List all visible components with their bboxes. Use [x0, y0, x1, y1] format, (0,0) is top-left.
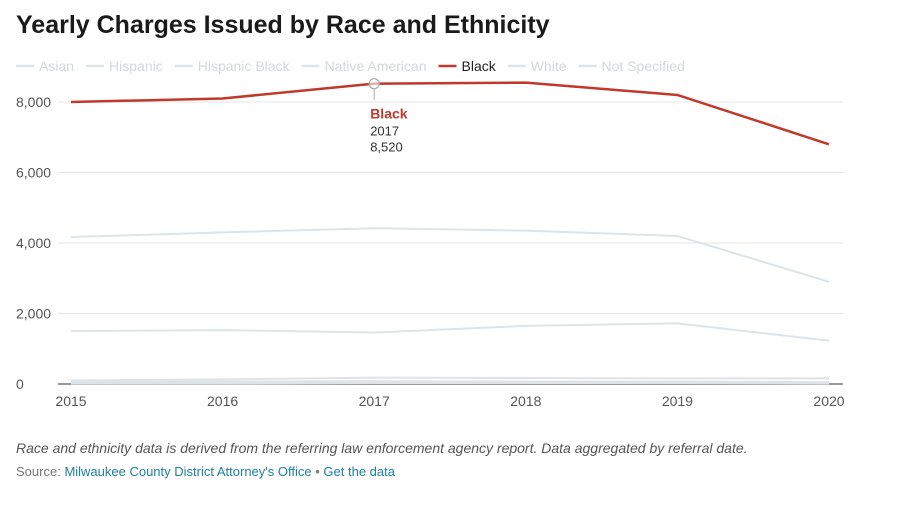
legend-item[interactable]: Native American	[302, 58, 427, 74]
legend-label: Not Specified	[602, 58, 685, 74]
notes: Race and ethnicity data is derived from …	[16, 440, 748, 456]
x-tick-label: 2019	[662, 393, 693, 409]
separator: •	[315, 464, 320, 479]
tooltip-x: 2017	[370, 124, 399, 139]
legend-label: White	[531, 58, 567, 74]
source-line: Source: Milwaukee County District Attorn…	[16, 464, 396, 479]
y-tick-label: 6,000	[16, 165, 51, 181]
tooltip-series: Black	[370, 106, 408, 122]
get-data-link[interactable]: Get the data	[323, 464, 395, 479]
source-link[interactable]: Milwaukee County District Attorney's Off…	[64, 464, 311, 479]
y-tick-label: 2,000	[16, 306, 51, 322]
y-tick-label: 8,000	[16, 94, 51, 110]
legend-item[interactable]: Hispanic Black	[175, 58, 291, 74]
y-tick-label: 0	[16, 376, 24, 392]
legend-label: Asian	[39, 58, 74, 74]
series-line	[71, 323, 829, 340]
x-tick-label: 2018	[510, 393, 541, 409]
legend-item[interactable]: White	[508, 58, 567, 74]
series-line	[71, 83, 829, 145]
series-line	[71, 228, 829, 282]
chart-title: Yearly Charges Issued by Race and Ethnic…	[16, 11, 550, 39]
legend-item[interactable]: Hispanic	[86, 58, 163, 74]
x-tick-label: 2017	[359, 393, 390, 409]
y-tick-label: 4,000	[16, 235, 51, 251]
legend-label: Hispanic Black	[198, 58, 291, 74]
source-label: Source:	[16, 464, 61, 479]
legend-item[interactable]: Not Specified	[579, 58, 685, 74]
legend-label: Native American	[325, 58, 427, 74]
series-line	[71, 378, 829, 381]
x-tick-label: 2015	[55, 393, 86, 409]
legend-label: Black	[462, 58, 497, 74]
x-tick-label: 2016	[207, 393, 238, 409]
hover-point	[369, 79, 379, 89]
legend-label: Hispanic	[109, 58, 163, 74]
legend-item[interactable]: Black	[439, 58, 497, 74]
x-tick-label: 2020	[813, 393, 844, 409]
tooltip-value: 8,520	[370, 140, 403, 155]
legend-item[interactable]: Asian	[16, 58, 74, 74]
